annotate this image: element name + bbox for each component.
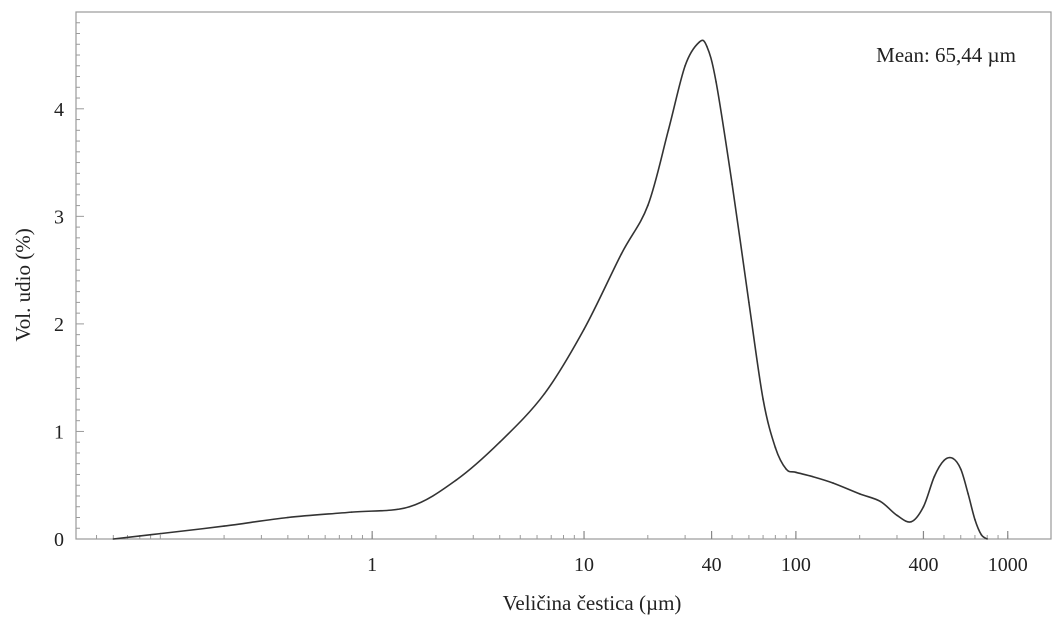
data-point (731, 183, 734, 185)
data-point (762, 398, 764, 401)
y-tick-label: 4 (54, 99, 64, 121)
data-point (933, 475, 936, 478)
data-point (684, 64, 687, 67)
y-tick-label: 1 (54, 421, 64, 443)
data-point (794, 471, 797, 474)
series-layer (112, 39, 989, 540)
data-point (583, 328, 585, 331)
distribution-curve (113, 39, 988, 540)
mean-annotation: Mean: 65,44 µm (876, 43, 1016, 67)
data-point (455, 478, 458, 481)
x-axis-title: Veličina čestica (µm) (503, 591, 682, 615)
data-point (896, 514, 898, 517)
plot-frame (75, 11, 1052, 540)
data-point (951, 457, 954, 460)
data-point (543, 392, 546, 395)
data-point (646, 204, 649, 207)
data-point (223, 525, 225, 527)
data-point (620, 253, 623, 255)
y-axis-ticks: 0 1 2 3 4 (54, 11, 84, 551)
data-point (943, 459, 945, 462)
data-point (747, 301, 750, 304)
data-point (811, 475, 814, 478)
data-point (879, 500, 882, 503)
x-tick-label: 400 (908, 554, 938, 576)
x-tick-label: 1 (367, 554, 377, 576)
data-point (498, 441, 501, 444)
data-point (959, 468, 962, 470)
data-point (667, 129, 670, 132)
data-point (974, 518, 976, 521)
y-axis-title: Vol. udio (%) (11, 228, 35, 341)
data-point (832, 482, 835, 484)
data-point (698, 41, 701, 44)
data-point (705, 45, 708, 48)
data-point (159, 532, 162, 535)
x-tick-label: 100 (781, 554, 811, 576)
x-tick-label: 1000 (988, 554, 1028, 576)
data-point (774, 446, 777, 449)
data-point (858, 492, 861, 495)
y-tick-label: 2 (54, 314, 64, 336)
x-tick-label: 40 (702, 554, 722, 576)
data-point (922, 505, 925, 508)
data-point (986, 538, 989, 540)
data-point (967, 492, 970, 495)
x-axis-ticks: 1 10 40 100 400 1000 (75, 531, 1028, 576)
data-point (112, 538, 115, 540)
data-point (286, 516, 289, 519)
data-point (910, 520, 913, 523)
data-point (980, 533, 983, 536)
x-tick-label: 10 (574, 554, 594, 576)
data-point (350, 511, 353, 514)
y-tick-label: 0 (54, 529, 64, 551)
data-point (785, 468, 788, 470)
data-point (715, 81, 717, 83)
data-point (408, 505, 411, 508)
y-tick-label: 3 (54, 206, 64, 228)
